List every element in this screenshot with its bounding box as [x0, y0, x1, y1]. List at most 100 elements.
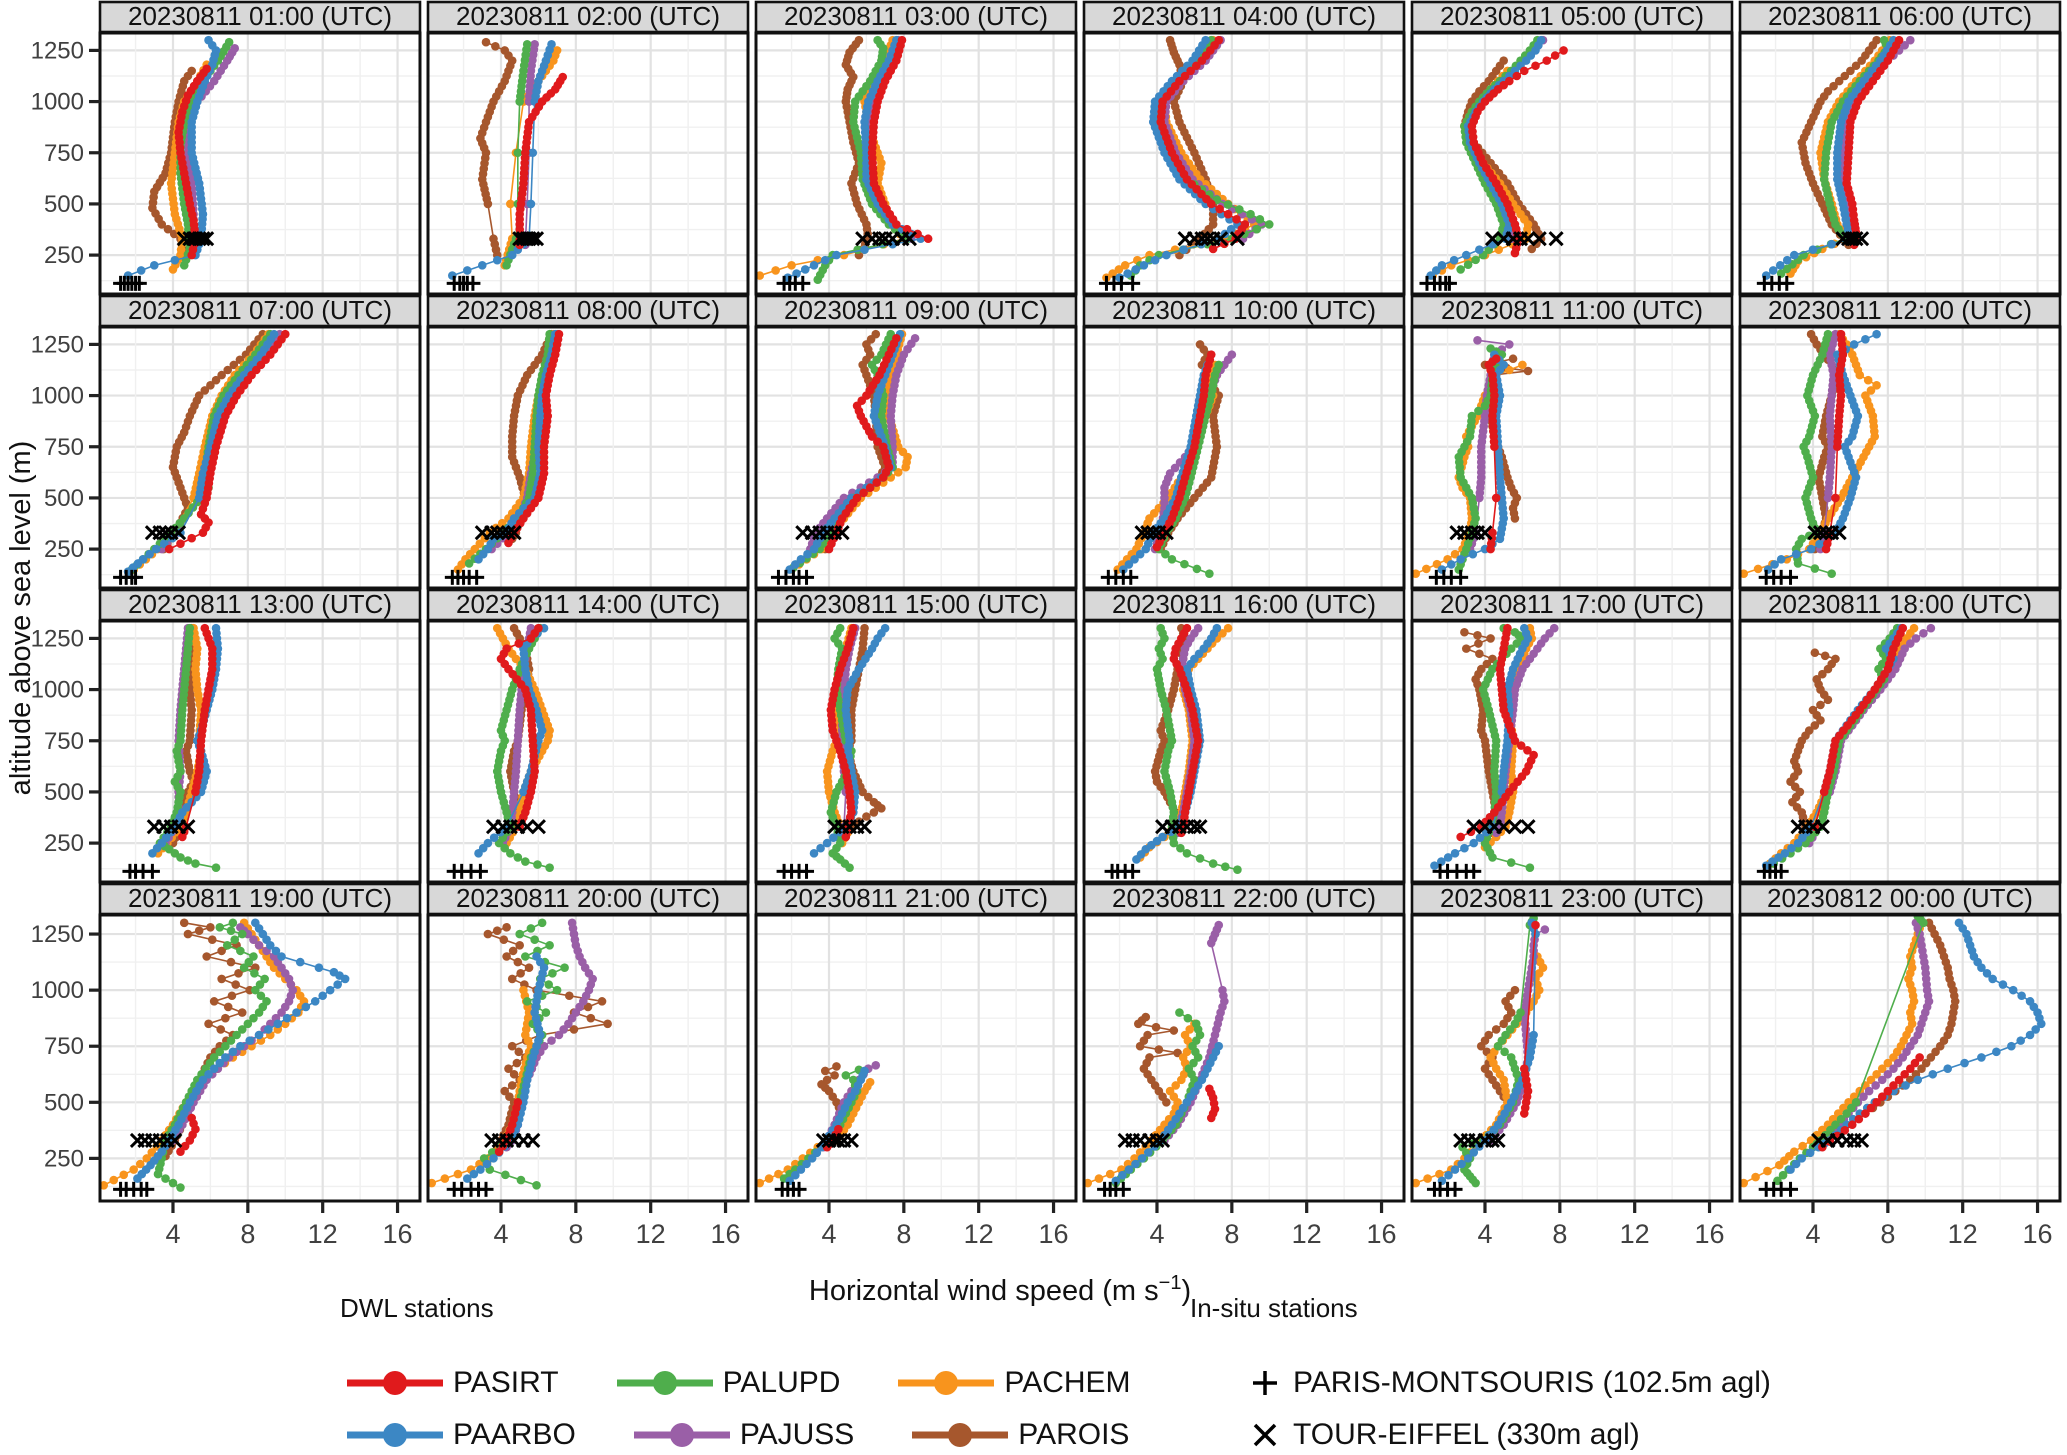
facet-strip-title: 20230811 23:00 (UTC)	[1440, 883, 1704, 913]
facet-strip-title: 20230811 07:00 (UTC)	[128, 295, 392, 325]
facet-panel-20: 20230811 20:00 (UTC)	[426, 882, 750, 1203]
facet-strip	[1738, 294, 2062, 328]
legend-entry-label: PACHEM	[1004, 1366, 1131, 1399]
facet-panel-2: 20230811 02:00 (UTC)	[426, 0, 750, 296]
facet-strip-title: 20230811 14:00 (UTC)	[456, 589, 720, 619]
x-tick-label: 16	[383, 1219, 413, 1249]
facet-strip	[1410, 0, 1734, 34]
legend-key-icon	[898, 1371, 995, 1395]
legend-entry-parois: PAROIS	[910, 1418, 1129, 1452]
legend-key-icon	[633, 1423, 730, 1447]
insitu-legend-title: In-situ stations	[1190, 1293, 1358, 1323]
legend-entry-paarbo: PAARBO	[345, 1418, 576, 1452]
facet-strip-title: 20230811 01:00 (UTC)	[128, 1, 392, 31]
facet-panel-5: 20230811 05:00 (UTC)	[1410, 0, 1734, 296]
y-tick-label: 1250	[31, 37, 84, 64]
x-tick-label: 16	[711, 1219, 741, 1249]
facet-panel-1: 20230811 01:00 (UTC)	[98, 0, 422, 296]
x-tick-label: 4	[165, 1219, 180, 1249]
x-tick-label: 8	[1552, 1219, 1567, 1249]
x-tick-label: 16	[1039, 1219, 1069, 1249]
x-tick-label: 8	[1224, 1219, 1239, 1249]
facet-strip-title: 20230811 11:00 (UTC)	[1441, 295, 1703, 325]
legend-key-icon	[616, 1371, 713, 1395]
facet-strip	[1410, 882, 1734, 916]
y-tick-label: 750	[44, 140, 84, 167]
y-tick-label: 500	[44, 779, 84, 806]
facet-strip-title: 20230811 22:00 (UTC)	[1112, 883, 1376, 913]
facet-panel-6: 20230811 06:00 (UTC)	[1738, 0, 2062, 296]
x-tick-label: 16	[1695, 1219, 1725, 1249]
facet-panel-23: 20230811 23:00 (UTC)	[1410, 882, 1734, 1203]
y-tick-label: 250	[44, 242, 84, 269]
insitu-legend-row-1: PARIS-MONTSOURIS (102.5m agl)	[1245, 1366, 1817, 1400]
facet-strip-title: 20230811 03:00 (UTC)	[784, 1, 1048, 31]
facet-strip	[1082, 588, 1406, 622]
facet-panel-19: 20230811 19:00 (UTC)	[98, 882, 422, 1203]
x-tick-label: 8	[568, 1219, 583, 1249]
facet-panel-18: 20230811 18:00 (UTC)	[1738, 588, 2062, 884]
legend-key-icon	[1253, 1423, 1277, 1447]
x-tick-label: 8	[896, 1219, 911, 1249]
y-tick-label: 750	[44, 434, 84, 461]
facet-strip	[1738, 882, 2062, 916]
x-tick-label: 4	[821, 1219, 836, 1249]
x-tick-label: 4	[1805, 1219, 1820, 1249]
facet-strip-title: 20230811 20:00 (UTC)	[456, 883, 720, 913]
y-tick-label: 250	[44, 830, 84, 857]
facet-strip	[98, 0, 422, 34]
facet-strip	[1082, 882, 1406, 916]
facet-panel-11: 20230811 11:00 (UTC)	[1410, 294, 1734, 590]
facet-strip-title: 20230811 02:00 (UTC)	[456, 1, 720, 31]
legend-key-icon	[347, 1423, 443, 1447]
facet-strip	[1410, 294, 1734, 328]
facet-strip	[1082, 0, 1406, 34]
facet-strip-title: 20230811 13:00 (UTC)	[128, 589, 392, 619]
y-tick-label: 250	[44, 1145, 84, 1172]
facet-strip	[1738, 0, 2062, 34]
x-tick-label: 16	[1367, 1219, 1397, 1249]
x-tick-label: 12	[636, 1219, 666, 1249]
facet-strip	[426, 588, 750, 622]
facet-strip-title: 20230811 06:00 (UTC)	[1768, 1, 2032, 31]
legend-entry-label: PALUPD	[722, 1366, 841, 1399]
facet-panel-15: 20230811 15:00 (UTC)	[754, 588, 1078, 884]
legend-entry-pachem: PACHEM	[896, 1366, 1131, 1400]
legend-entry-label: PARIS-MONTSOURIS (102.5m agl)	[1293, 1366, 1771, 1399]
facet-strip-title: 20230811 21:00 (UTC)	[784, 883, 1048, 913]
insitu-legend-row-2: TOUR-EIFFEL (330m agl)	[1245, 1418, 1686, 1452]
x-tick-label: 16	[2023, 1219, 2053, 1249]
y-tick-label: 1250	[31, 331, 84, 358]
x-tick-label: 4	[1149, 1219, 1164, 1249]
facet-strip	[98, 294, 422, 328]
facet-panel-7: 20230811 07:00 (UTC)	[98, 294, 422, 590]
y-tick-label: 1250	[31, 625, 84, 652]
facet-strip	[754, 588, 1078, 622]
y-tick-label: 500	[44, 191, 84, 218]
facet-strip-title: 20230811 19:00 (UTC)	[128, 883, 392, 913]
legend-entry-pajuss: PAJUSS	[632, 1418, 854, 1452]
legend-key-icon	[912, 1423, 1009, 1447]
x-tick-label: 4	[1477, 1219, 1492, 1249]
facet-panel-13: 20230811 13:00 (UTC)	[98, 588, 422, 884]
facet-strip	[754, 882, 1078, 916]
facet-strip-title: 20230811 05:00 (UTC)	[1440, 1, 1704, 31]
x-tick-label: 12	[1620, 1219, 1650, 1249]
x-tick-label: 8	[1880, 1219, 1895, 1249]
facet-panel-3: 20230811 03:00 (UTC)	[754, 0, 1078, 296]
dwl-legend-title: DWL stations	[340, 1293, 494, 1323]
y-tick-label: 250	[44, 536, 84, 563]
facet-panel-24: 20230812 00:00 (UTC)	[1738, 882, 2062, 1203]
x-tick-label: 8	[240, 1219, 255, 1249]
y-axis-title: altitude above sea level (m)	[5, 441, 37, 796]
facet-strip-title: 20230811 16:00 (UTC)	[1112, 589, 1376, 619]
facet-strip	[1738, 588, 2062, 622]
y-tick-label: 500	[44, 485, 84, 512]
facet-panel-12: 20230811 12:00 (UTC)	[1738, 294, 2062, 590]
x-tick-label: 12	[1948, 1219, 1978, 1249]
facet-strip	[1082, 294, 1406, 328]
facet-strip	[426, 294, 750, 328]
legend-entry-label: TOUR-EIFFEL (330m agl)	[1293, 1418, 1640, 1451]
x-tick-label: 12	[1292, 1219, 1322, 1249]
facet-panel-10: 20230811 10:00 (UTC)	[1082, 294, 1406, 590]
